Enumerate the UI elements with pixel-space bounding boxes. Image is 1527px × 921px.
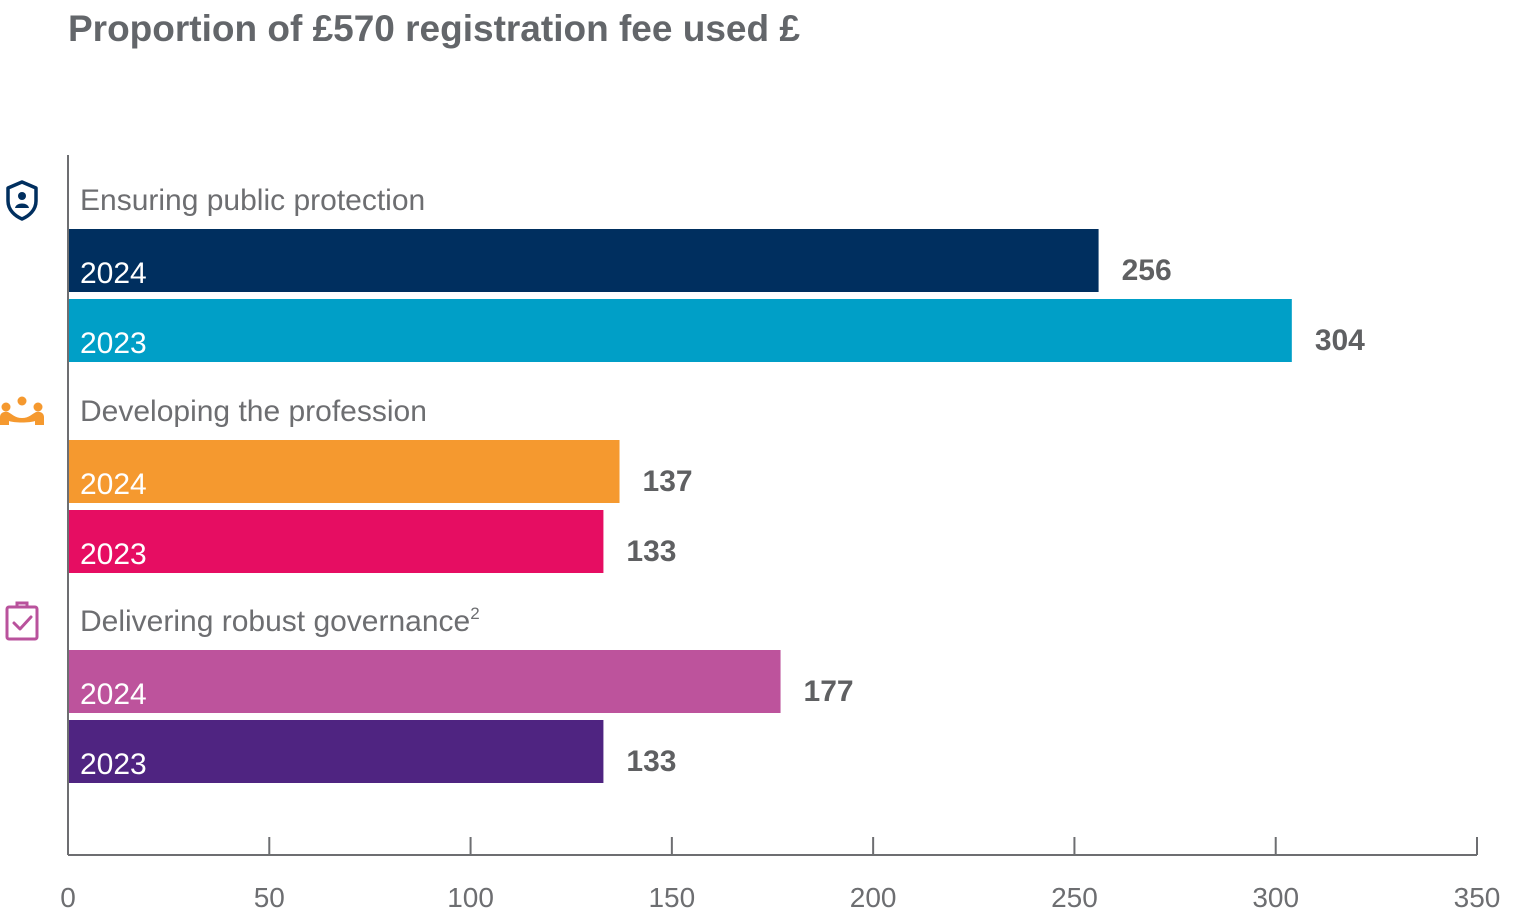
bar-value-label: 137 [643,465,693,498]
person-head [1,402,11,412]
bar [69,440,620,503]
bar-value-label: 133 [626,535,676,568]
x-tick-label: 200 [850,882,897,913]
category-label: Delivering robust governance2 [80,604,480,638]
person-body [15,203,29,208]
x-tick-label: 350 [1454,882,1501,913]
people-group-icon [0,396,44,425]
x-tick-label: 300 [1252,882,1299,913]
x-tick-label: 50 [254,882,285,913]
bar-year-label: 2024 [80,678,147,711]
category-name: Developing the profession [80,395,427,428]
bar-value-label: 177 [804,675,854,708]
x-tick-label: 250 [1051,882,1098,913]
person-head [33,402,43,412]
x-tick-label: 0 [60,882,76,913]
bar [69,510,604,573]
bar-year-label: 2024 [80,257,147,290]
shield-outline [6,180,38,221]
clipboard-clip [15,601,29,607]
chart-title: Proportion of £570 registration fee used… [68,8,800,49]
bar-value-label: 256 [1122,254,1172,287]
bar [69,299,1292,362]
group-bodies [0,411,44,425]
category-label: Developing the profession [80,395,427,428]
clipboard-outline [5,605,39,641]
bar-year-label: 2023 [80,748,147,781]
bar [69,229,1099,292]
category-name: Ensuring public protection [80,184,425,217]
person-head [18,192,26,200]
check-mark [12,615,33,631]
bar [69,720,604,783]
bar-year-label: 2023 [80,538,147,571]
category-label: Ensuring public protection [80,184,425,217]
person-head [17,396,27,406]
bar-value-label: 133 [626,745,676,778]
bar [69,650,781,713]
category-name: Delivering robust governance [80,605,470,638]
shield-person-icon [6,180,38,221]
bar-year-label: 2023 [80,327,147,360]
x-tick-label: 100 [447,882,494,913]
bar-value-label: 304 [1315,324,1365,357]
x-tick-label: 150 [648,882,695,913]
category-footnote: 2 [470,604,479,623]
clipboard-check-icon [5,601,39,641]
bar-year-label: 2024 [80,468,147,501]
